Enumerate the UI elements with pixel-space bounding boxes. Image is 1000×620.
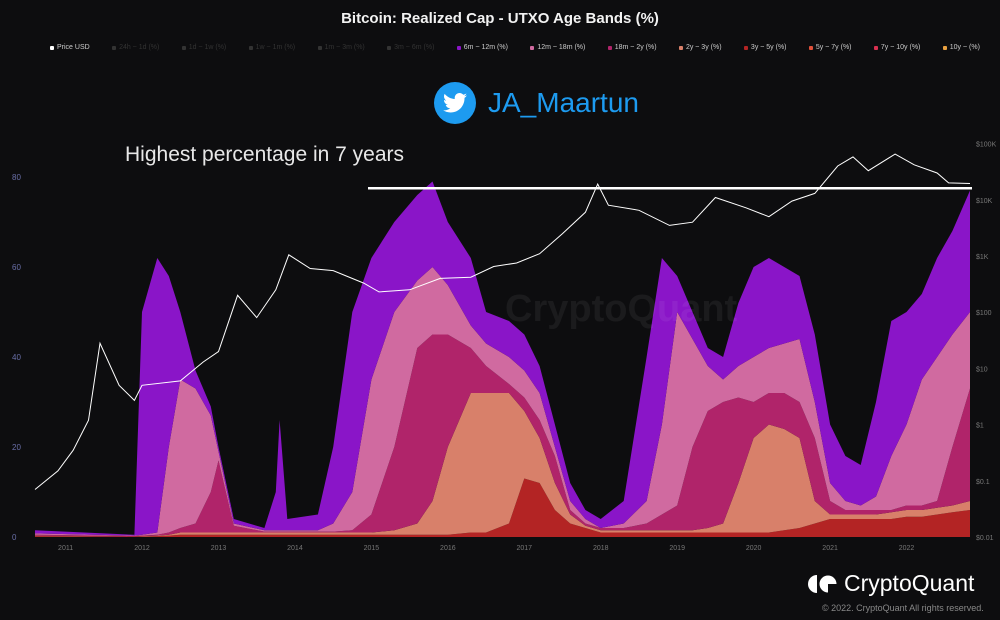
legend-label: 1w ~ 1m (%) <box>255 44 296 51</box>
y-right-tick-label: $0.01 <box>976 535 994 542</box>
legend-label: Price USD <box>57 44 90 51</box>
y-right-tick-label: $0.1 <box>976 479 990 486</box>
legend-item[interactable]: 5y ~ 7y (%) <box>808 44 852 51</box>
annotation-text: Highest percentage in 7 years <box>125 143 404 166</box>
x-tick-label: 2017 <box>516 545 532 552</box>
legend-marker <box>181 45 186 50</box>
legend-marker <box>607 45 612 50</box>
x-tick-label: 2012 <box>134 545 150 552</box>
legend-item[interactable]: 6m ~ 12m (%) <box>456 44 508 51</box>
area-2y-3y <box>35 393 970 537</box>
legend-marker <box>942 45 947 50</box>
x-tick-label: 2014 <box>287 545 303 552</box>
brand-logo: CryptoQuant <box>808 570 974 597</box>
legend-marker <box>248 45 253 50</box>
legend-item[interactable]: 3y ~ 5y (%) <box>743 44 787 51</box>
x-tick-label: 2020 <box>746 545 762 552</box>
legend-label: 7y ~ 10y (%) <box>880 44 921 51</box>
legend-item[interactable]: 18m ~ 2y (%) <box>607 44 657 51</box>
x-tick-label: 2019 <box>669 545 685 552</box>
legend-marker <box>530 45 535 50</box>
watermark: CryptoQuant <box>505 288 738 330</box>
twitter-bird-icon <box>434 82 476 124</box>
legend-label: 10y ~ (%) <box>949 44 980 51</box>
y-right-tick-label: $10 <box>976 366 988 373</box>
x-tick-label: 2021 <box>822 545 838 552</box>
area-3y-5y <box>35 478 970 537</box>
legend-label: 1d ~ 1w (%) <box>188 44 227 51</box>
legend-item[interactable]: 7y ~ 10y (%) <box>873 44 921 51</box>
legend-item[interactable]: 10y ~ (%) <box>942 44 980 51</box>
y-left-tick-label: 80 <box>12 173 21 182</box>
legend-item[interactable]: Price USD <box>50 44 90 51</box>
x-tick-label: 2022 <box>899 545 915 552</box>
legend-label: 2y ~ 3y (%) <box>685 44 722 51</box>
legend-label: 3y ~ 5y (%) <box>750 44 787 51</box>
legend-item[interactable]: 2y ~ 3y (%) <box>678 44 722 51</box>
legend-marker <box>678 45 683 50</box>
price-usd-line <box>34 153 971 490</box>
legend-marker <box>50 45 54 50</box>
y-left-tick-label: 60 <box>12 263 21 272</box>
legend-marker <box>808 45 813 50</box>
legend-label: 1m ~ 3m (%) <box>324 44 365 51</box>
area-18m-2y <box>35 334 970 537</box>
x-tick-label: 2013 <box>211 545 227 552</box>
legend-item[interactable]: 1m ~ 3m (%) <box>317 44 365 51</box>
y-left-tick-label: 0 <box>12 533 17 542</box>
cryptoquant-logo-icon <box>808 574 837 593</box>
y-right-tick-label: $100 <box>976 310 992 317</box>
copyright: © 2022. CryptoQuant All rights reserved. <box>822 603 984 613</box>
legend: Price USD 24h ~ 1d (%) 1d ~ 1w (%) 1w ~ 1m … <box>50 44 980 51</box>
y-right-tick-label: $1 <box>976 423 984 430</box>
legend-marker <box>112 45 117 50</box>
twitter-badge: JA_Maartun <box>434 82 639 124</box>
legend-marker <box>387 45 392 50</box>
y-right-tick-label: $1K <box>976 254 989 261</box>
legend-label: 18m ~ 2y (%) <box>614 44 657 51</box>
x-tick-label: 2015 <box>364 545 380 552</box>
twitter-handle: JA_Maartun <box>488 87 639 118</box>
legend-item[interactable]: 24h ~ 1d (%) <box>112 44 159 51</box>
x-tick-label: 2011 <box>58 545 73 552</box>
y-right-tick-label: $100K <box>976 142 997 149</box>
legend-marker <box>873 45 878 50</box>
y-left-tick-label: 20 <box>12 443 21 452</box>
legend-label: 5y ~ 7y (%) <box>815 44 852 51</box>
area-12m-18m <box>35 267 970 537</box>
legend-item[interactable]: 12m ~ 18m (%) <box>530 44 585 51</box>
chart-title: Bitcoin: Realized Cap - UTXO Age Bands (… <box>341 10 659 27</box>
y-right-tick-label: $10K <box>976 198 993 205</box>
x-tick-label: 2018 <box>593 545 609 552</box>
legend-label: 12m ~ 18m (%) <box>537 44 586 51</box>
legend-item[interactable]: 1d ~ 1w (%) <box>181 44 227 51</box>
legend-label: 6m ~ 12m (%) <box>463 44 508 51</box>
legend-label: 3m ~ 6m (%) <box>394 44 435 51</box>
legend-marker <box>743 45 748 50</box>
legend-label: 24h ~ 1d (%) <box>119 44 160 51</box>
x-tick-label: 2016 <box>440 545 456 552</box>
legend-item[interactable]: 3m ~ 6m (%) <box>387 44 434 51</box>
brand-name: CryptoQuant <box>844 570 975 596</box>
legend-marker <box>456 45 461 50</box>
legend-marker <box>317 45 322 50</box>
y-left-tick-label: 40 <box>12 353 21 362</box>
legend-item[interactable]: 1w ~ 1m (%) <box>248 44 296 51</box>
